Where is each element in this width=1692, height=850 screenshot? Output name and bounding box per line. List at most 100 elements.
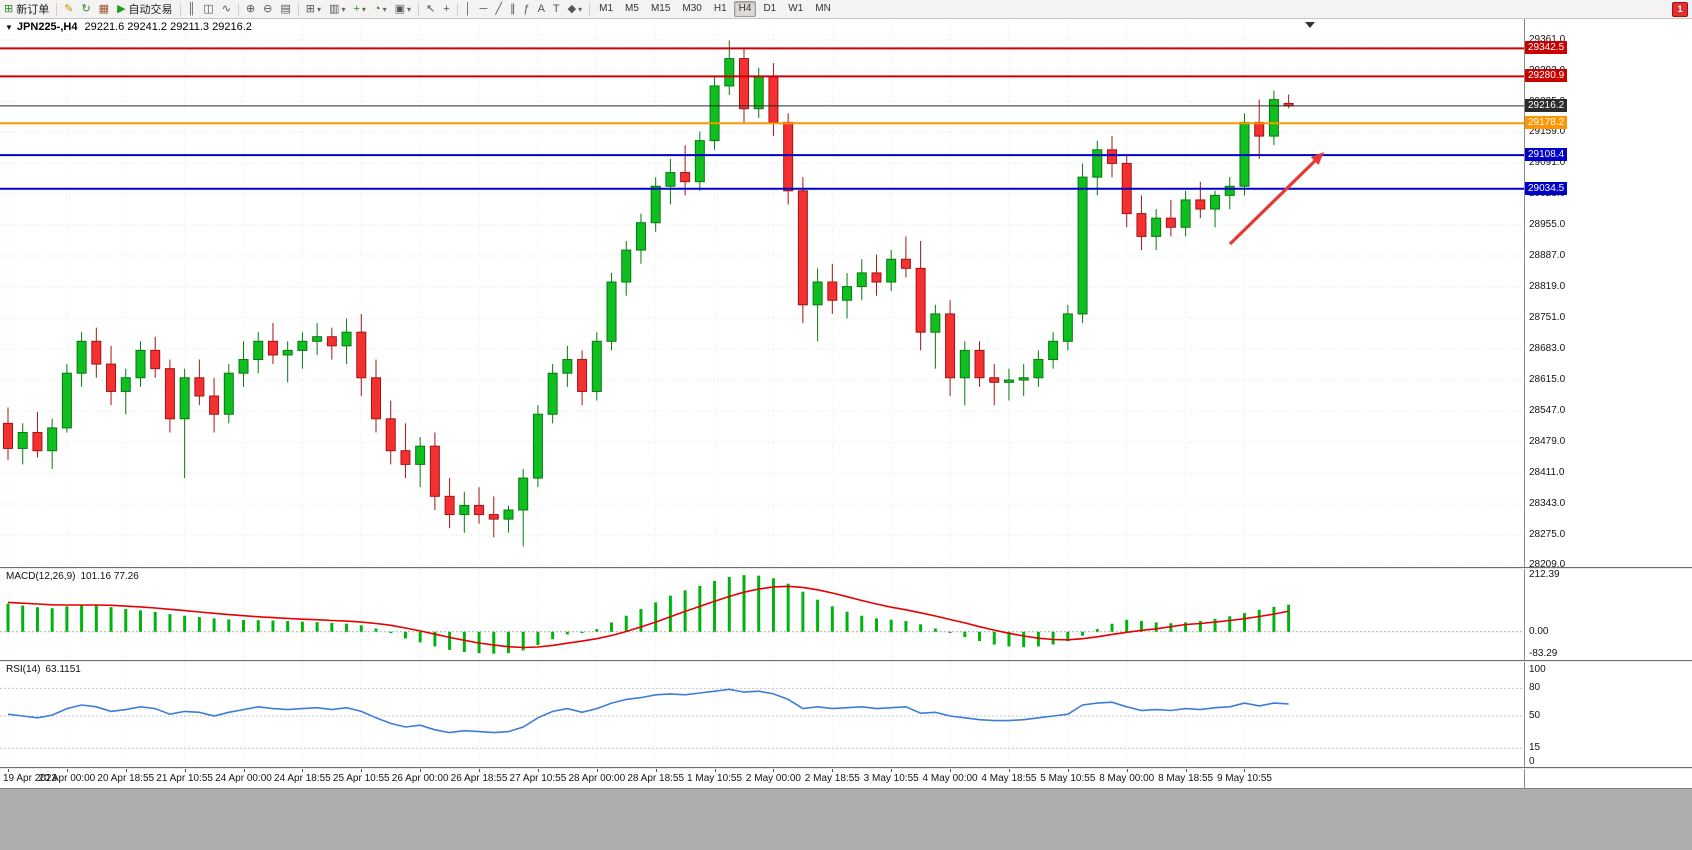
price-axis-label: 29361.0	[1529, 33, 1566, 45]
time-tick	[1126, 769, 1128, 772]
autotrading-play-icon: ▶	[117, 3, 126, 15]
time-tick	[184, 769, 186, 772]
horizontal-line-icon: ─	[479, 3, 488, 15]
tile-windows-icon: ▤	[280, 3, 291, 15]
main-chart-canvas[interactable]	[0, 18, 1524, 567]
label-button[interactable]: T	[550, 1, 563, 17]
zoom-in-button[interactable]: ⊕	[243, 1, 258, 17]
indicators-button[interactable]: + ▾	[350, 1, 368, 17]
time-axis-label: 27 Apr 10:55	[509, 773, 567, 784]
rsi-axis-label: 50	[1529, 710, 1541, 721]
rsi-name: RSI(14)	[6, 664, 41, 675]
chevron-down-icon: ▾	[406, 4, 411, 14]
cursor-button[interactable]: ↖	[423, 1, 438, 17]
zoom-out-icon: ⊖	[263, 3, 273, 15]
rsi-axis-label: 0	[1529, 756, 1535, 767]
arrow-annotation[interactable]	[1228, 152, 1324, 246]
price-axis-label: 28479.0	[1529, 436, 1566, 448]
profiles-button[interactable]: ▥ ▾	[326, 1, 348, 17]
periods-button[interactable]: ◔ ▾	[371, 1, 390, 17]
options-button[interactable]: ▦	[96, 1, 112, 17]
new-chart-icon: ⊞	[305, 3, 316, 15]
macd-axis-label: 212.39	[1529, 569, 1560, 580]
channel-button[interactable]: ∥	[507, 1, 519, 17]
notifications-badge[interactable]: 1	[1672, 2, 1688, 17]
new-order-button[interactable]: ⊞ 新订单	[1, 1, 52, 17]
timeframe-m30[interactable]: M30	[682, 3, 702, 14]
rsi-axis-label: 15	[1529, 742, 1541, 754]
rsi-panel-canvas[interactable]	[0, 662, 1524, 767]
vertical-line-button[interactable]: │	[462, 1, 475, 17]
time-tick	[1008, 769, 1010, 772]
time-axis-label: 1 May 10:55	[687, 773, 743, 784]
macd-indicator-label: MACD(12,26,9) 101.16 77.26	[6, 571, 139, 582]
rsi-splitter[interactable]	[0, 660, 1692, 662]
price-axis-label: 28615.0	[1529, 374, 1566, 386]
timeframe-group: M1 M5 M15 M30 H1 H4 D1 W1 MN	[593, 1, 837, 17]
candles	[3, 40, 1294, 547]
zoom-out-button[interactable]: ⊖	[260, 1, 275, 17]
line-chart-type-button[interactable]: ∿	[219, 1, 234, 17]
metaeditor-button[interactable]: ✎	[61, 1, 76, 17]
autotrading-button-label: 自动交易	[128, 4, 173, 16]
hline-price-tag: 29108.4	[1525, 148, 1568, 162]
crosshair-icon: +	[443, 3, 450, 15]
time-tick	[950, 769, 952, 772]
time-tick	[125, 769, 127, 772]
rsi-line	[7, 688, 1289, 734]
window-background	[0, 788, 1692, 850]
tile-windows-button[interactable]: ▤	[277, 1, 293, 17]
time-axis[interactable]: 19 Apr 2023 20 Apr 00:00 20 Apr 18:55 21 Ap…	[0, 769, 1692, 788]
toolbar-separator	[418, 2, 419, 16]
bar-chart-type-button[interactable]: ║	[185, 1, 199, 17]
toolbar-separator	[297, 2, 299, 16]
price-axis-label: 28683.0	[1529, 343, 1566, 355]
toolbar: ⊞ 新订单 ✎ ↻ ▦ ▶ 自动交易 ║ ◫ ∿ ⊕ ⊖ ▤ ⊞ ▾ ▥ ▾ + ▾ ◔ ▾ ▣ ▾ ↖ + │ ─ ╱ ∥ ƒ A T ◆ ▾ …	[0, 0, 1692, 19]
new-chart-button[interactable]: ⊞ ▾	[303, 1, 324, 17]
vertical-grid	[7, 569, 1245, 660]
timeframe-m15[interactable]: M15	[650, 3, 671, 14]
text-icon: A	[537, 3, 545, 15]
fibonacci-button[interactable]: ƒ	[520, 1, 532, 17]
price-axis-label: 28887.0	[1529, 250, 1566, 262]
macd-splitter[interactable]	[0, 567, 1692, 569]
price-axis[interactable]: 29361.029293.029225.029159.029091.029023…	[1525, 0, 1692, 788]
time-axis-label: 8 May 18:55	[1158, 773, 1214, 784]
timeframe-mn[interactable]: MN	[815, 3, 831, 14]
trendline-icon: ╱	[495, 3, 502, 15]
candlestick-type-button[interactable]: ◫	[200, 1, 216, 17]
chart-shift-marker[interactable]	[1305, 22, 1315, 28]
timeframe-h4[interactable]: H4	[733, 1, 757, 17]
new-order-button-label: 新订单	[16, 4, 50, 16]
timeframe-d1[interactable]: D1	[763, 3, 777, 14]
one-click-trading-toggle[interactable]: ▼	[5, 22, 13, 32]
toolbar-separator	[56, 2, 58, 16]
macd-panel-canvas[interactable]	[0, 569, 1524, 660]
crosshair-button[interactable]: +	[440, 1, 452, 17]
text-button[interactable]: A	[535, 1, 548, 17]
price-axis-label: 29091.0	[1529, 157, 1566, 168]
indicators-icon: +	[353, 3, 360, 15]
templates-button[interactable]: ▣ ▾	[392, 1, 414, 17]
rsi-indicator-label: RSI(14) 63.1151	[6, 664, 81, 675]
refresh-button[interactable]: ↻	[78, 1, 93, 17]
trendline-button[interactable]: ╱	[492, 1, 505, 17]
vertical-line-icon: │	[464, 3, 472, 15]
timeframe-h1[interactable]: H1	[713, 3, 727, 14]
autotrading-button[interactable]: ▶ 自动交易	[114, 1, 175, 17]
shapes-button[interactable]: ◆ ▾	[565, 1, 585, 17]
timeframe-w1[interactable]: W1	[788, 3, 804, 14]
timeframe-m5[interactable]: M5	[625, 3, 639, 14]
cursor-arrow-icon: ↖	[426, 3, 436, 15]
ohlc-values-label: 29221.6 29241.2 29211.3 29216.2	[84, 21, 252, 33]
macd-values: 101.16 77.26	[80, 571, 139, 582]
refresh-icon: ↻	[81, 3, 91, 15]
time-tick	[8, 769, 9, 772]
price-axis-label: 28209.0	[1529, 559, 1566, 571]
hline-price-tag: 29342.5	[1525, 41, 1568, 55]
horizontal-line-button[interactable]: ─	[477, 1, 491, 17]
vertical-grid	[7, 662, 1245, 767]
timeframe-m1[interactable]: M1	[599, 3, 614, 14]
time-axis-label: 28 Apr 00:00	[568, 773, 626, 784]
axis-divider	[1524, 18, 1525, 788]
